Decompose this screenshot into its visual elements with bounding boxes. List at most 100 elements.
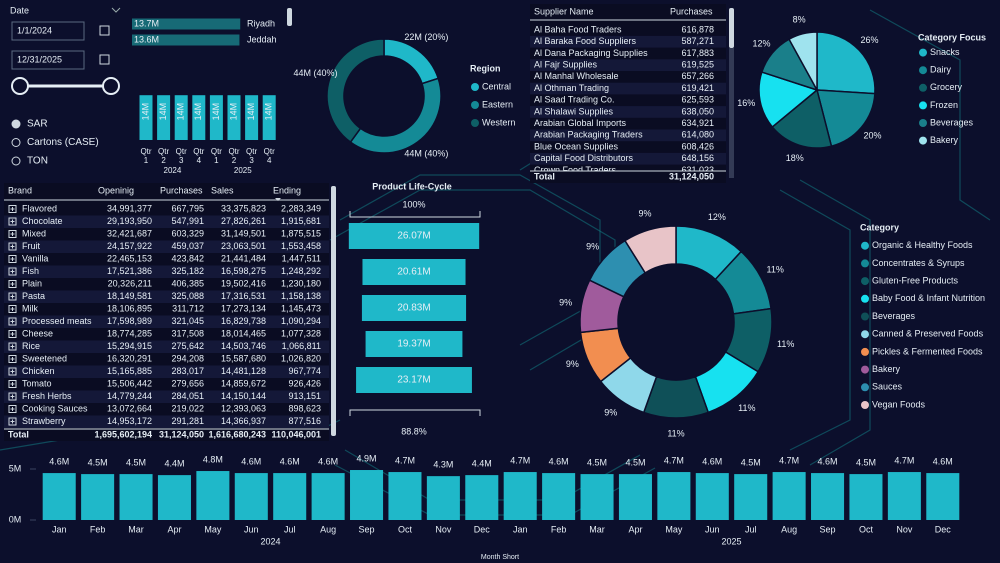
legend-swatch xyxy=(861,401,869,409)
row-band xyxy=(530,35,726,48)
row-band xyxy=(4,390,329,403)
table-cell: Al Othman Trading xyxy=(534,83,609,93)
row-band xyxy=(530,106,726,118)
radio[interactable] xyxy=(11,156,21,166)
radio[interactable] xyxy=(11,138,21,147)
x-tick-label: Oct xyxy=(859,524,874,534)
expand-plus xyxy=(10,394,15,399)
bracket xyxy=(349,409,481,416)
expand-icon[interactable] xyxy=(8,392,17,401)
bar xyxy=(772,472,806,520)
legend-label: Frozen xyxy=(930,100,958,110)
table-cell: 284,051 xyxy=(171,391,204,401)
row-band xyxy=(4,365,329,378)
data-label: 14M xyxy=(228,103,238,121)
expand-icon[interactable] xyxy=(8,405,17,413)
deco-line xyxy=(779,189,851,451)
legend-swatch xyxy=(861,259,869,268)
expand-icon[interactable] xyxy=(8,292,17,301)
slider-handle[interactable] xyxy=(11,77,29,95)
expand-icon[interactable] xyxy=(8,317,17,326)
bar xyxy=(245,95,259,140)
legend-title: Region xyxy=(470,63,501,73)
x-tick-label: Qtr xyxy=(193,147,204,156)
table-cell: 18,774,285 xyxy=(107,328,152,338)
data-label: 4.6M xyxy=(49,456,69,466)
table-cell: Crown Food Traders xyxy=(534,165,617,175)
x-tick-label: Dec xyxy=(935,524,952,534)
table-cell: Plain xyxy=(22,278,42,288)
data-label: 11% xyxy=(767,264,784,274)
expand-icon[interactable] xyxy=(8,205,17,213)
scrollbar[interactable] xyxy=(287,8,292,26)
data-label: 4.7M xyxy=(894,455,914,465)
legend-label: Dairy xyxy=(930,65,952,75)
expand-icon[interactable] xyxy=(8,342,17,351)
expand-icon[interactable] xyxy=(8,255,17,263)
table-cell: 16,320,291 xyxy=(107,353,152,363)
expand-plus xyxy=(10,319,15,324)
x-tick-label: Qtr xyxy=(264,147,275,156)
expand-icon[interactable] xyxy=(8,367,17,376)
table-cell: Pasta xyxy=(22,291,45,301)
calendar-icon[interactable] xyxy=(99,54,110,65)
legend-label: Grocery xyxy=(930,82,963,92)
radio-label: Cartons (CASE) xyxy=(27,137,99,148)
row-band xyxy=(4,340,329,353)
bar xyxy=(311,473,345,520)
expand-icon[interactable] xyxy=(8,242,17,251)
scrollbar[interactable] xyxy=(729,8,734,48)
table-cell: 20,326,211 xyxy=(108,278,152,288)
bar xyxy=(119,474,153,520)
y-tick-label: 0M xyxy=(9,514,22,524)
expand-plus xyxy=(10,257,15,261)
data-label: 4.5M xyxy=(88,457,108,467)
table-cell: 33,375,823 xyxy=(221,203,266,213)
x-tick-label: Nov xyxy=(435,524,452,534)
bracket xyxy=(349,211,481,218)
date-input[interactable] xyxy=(11,21,85,41)
legend-label: Baby Food & Infant Nutrition xyxy=(872,293,985,303)
bar xyxy=(42,473,76,520)
table-cell: 14,481,128 xyxy=(221,366,266,376)
calendar-icon[interactable] xyxy=(99,25,110,36)
data-label: 9% xyxy=(604,407,617,417)
slider-handle[interactable] xyxy=(102,77,120,95)
table-cell: 587,271 xyxy=(681,36,714,46)
data-label: 4.5M xyxy=(126,457,146,467)
table-cell: Sweetened xyxy=(22,353,67,363)
x-tick-label: 3 xyxy=(179,156,184,165)
bar xyxy=(174,95,188,140)
data-label: 4.8M xyxy=(203,454,223,464)
expand-plus xyxy=(10,307,15,311)
group-label: 2024 xyxy=(260,536,280,546)
table-cell: 667,795 xyxy=(171,203,204,213)
expand-plus xyxy=(10,244,15,249)
expand-icon[interactable] xyxy=(8,267,17,276)
legend-label: Central xyxy=(482,81,511,91)
scrollbar[interactable] xyxy=(331,186,336,436)
date-input[interactable] xyxy=(11,50,85,70)
table-cell: 19,502,416 xyxy=(221,278,266,288)
deco-line xyxy=(799,179,871,466)
expand-icon[interactable] xyxy=(8,355,17,363)
slice xyxy=(816,31,876,95)
table-cell: 1,026,820 xyxy=(281,353,321,363)
expand-icon[interactable] xyxy=(8,280,17,288)
data-label: 9% xyxy=(586,242,599,252)
table-cell: 283,017 xyxy=(171,366,204,376)
expand-icon[interactable] xyxy=(8,417,17,426)
expand-icon[interactable] xyxy=(8,380,17,388)
table-cell: 1,158,138 xyxy=(281,291,321,301)
expand-icon[interactable] xyxy=(8,230,17,238)
slice xyxy=(788,31,818,91)
radio[interactable] xyxy=(11,119,21,129)
expand-icon[interactable] xyxy=(8,217,17,226)
legend-label: Bakery xyxy=(930,135,959,145)
expand-icon[interactable] xyxy=(8,305,17,313)
expand-icon[interactable] xyxy=(8,330,17,338)
data-label: 4.5M xyxy=(856,457,876,467)
bar xyxy=(234,473,268,520)
x-tick-label: Aug xyxy=(320,524,336,534)
